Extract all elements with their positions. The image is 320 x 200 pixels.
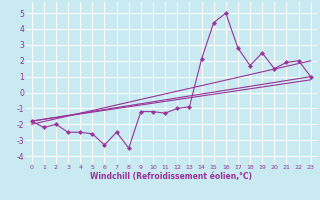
- X-axis label: Windchill (Refroidissement éolien,°C): Windchill (Refroidissement éolien,°C): [90, 172, 252, 181]
